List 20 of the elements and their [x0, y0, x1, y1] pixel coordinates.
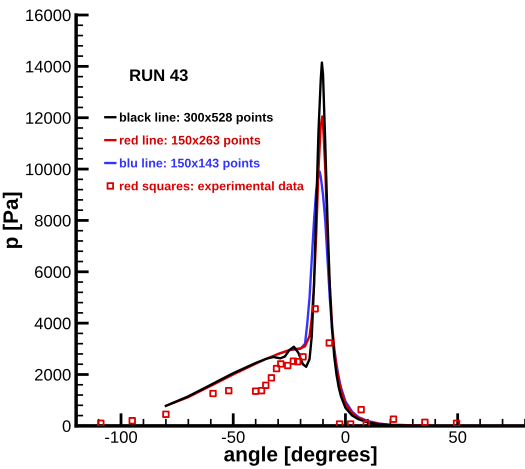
y-tick-label: 10000 [26, 163, 71, 176]
x-tick-label: 50 [449, 431, 466, 443]
y-tick-label: 12000 [26, 112, 71, 124]
legend-label: red squares: experimental data [120, 181, 304, 193]
legend-label: blu line: 150x143 points [120, 158, 260, 170]
y-tick-label: 4000 [34, 318, 71, 330]
y-tick-label: 16000 [26, 9, 71, 22]
y-tick-label: 0 [62, 420, 71, 432]
annotation: RUN 43 [130, 69, 188, 82]
y-axis-title: p [Pa] [2, 192, 22, 248]
y-tick-label: 6000 [35, 266, 71, 278]
legend-label: black line: 300x528 points [120, 112, 273, 124]
y-tick-label: 14000 [26, 60, 71, 73]
x-axis-title: angle [degrees] [224, 446, 376, 466]
x-tick-label: 0 [341, 431, 350, 443]
x-tick-label: -50 [222, 431, 245, 443]
legend-label: red line: 150x263 points [120, 135, 260, 148]
y-tick-label: 2000 [35, 368, 71, 381]
y-tick-label: 8000 [34, 214, 71, 227]
x-tick-label: -100 [105, 431, 138, 443]
